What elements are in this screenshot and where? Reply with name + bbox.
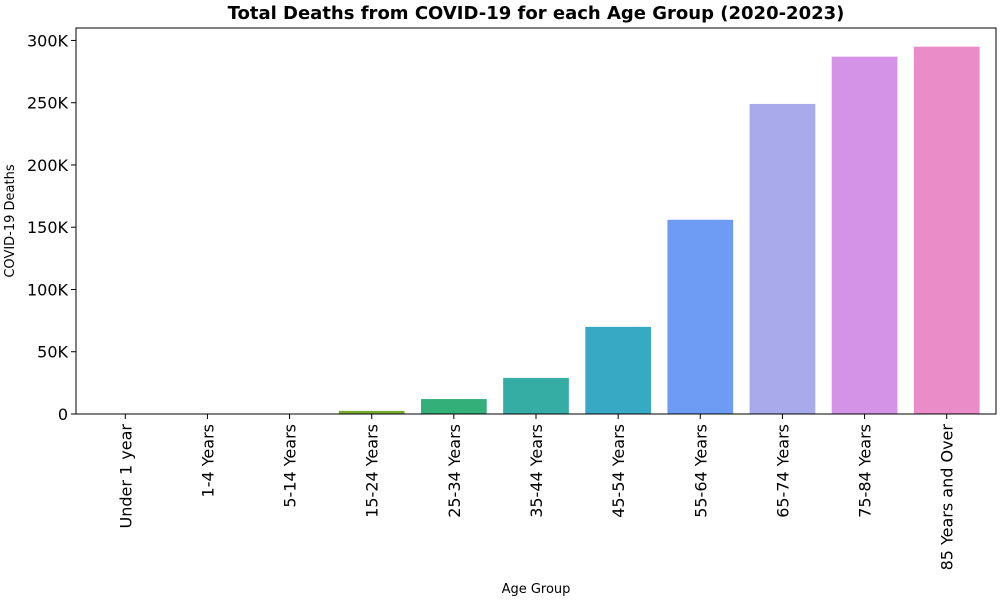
x-tick-label: 15-24 Years xyxy=(363,424,382,518)
x-tick-label: Under 1 year xyxy=(116,424,135,529)
bar-55-64-years xyxy=(667,219,734,414)
x-axis-title: Age Group xyxy=(502,582,571,597)
x-tick-label: 5-14 Years xyxy=(281,424,300,508)
bar-85-years-and-over xyxy=(913,46,980,414)
y-tick-label: 250K xyxy=(27,94,69,113)
x-tick-label: 65-74 Years xyxy=(773,424,792,518)
y-tick-label: 300K xyxy=(27,31,69,50)
bar-45-54-years xyxy=(585,326,651,414)
bar-15-24-years xyxy=(338,410,405,414)
y-axis: 0 50K 100K 150K 200K 250K 300K xyxy=(27,31,76,424)
x-tick-label: 45-54 Years xyxy=(609,424,628,518)
bar-75-84-years xyxy=(831,56,898,415)
y-tick-label: 150K xyxy=(27,218,69,237)
x-tick-label: 55-64 Years xyxy=(691,424,710,518)
bar-25-34-years xyxy=(421,399,487,414)
y-tick-label: 200K xyxy=(27,156,69,175)
bar-35-44-years xyxy=(503,377,569,414)
x-axis: Under 1 year 1-4 Years 5-14 Years 15-24 Yea… xyxy=(116,414,957,571)
bars-layer xyxy=(92,46,980,415)
x-tick-label: 35-44 Years xyxy=(527,424,546,518)
y-tick-label: 100K xyxy=(27,280,69,299)
bar-65-74-years xyxy=(749,103,816,415)
x-tick-label: 75-84 Years xyxy=(856,424,875,518)
x-tick-label: 1-4 Years xyxy=(198,424,217,497)
chart-title: Total Deaths from COVID-19 for each Age … xyxy=(228,3,845,24)
y-tick-label: 50K xyxy=(37,343,68,362)
x-tick-label: 25-34 Years xyxy=(445,424,464,518)
y-tick-label: 0 xyxy=(58,405,68,424)
x-tick-label: 85 Years and Over xyxy=(938,424,957,571)
y-axis-title: COVID-19 Deaths xyxy=(3,164,18,277)
